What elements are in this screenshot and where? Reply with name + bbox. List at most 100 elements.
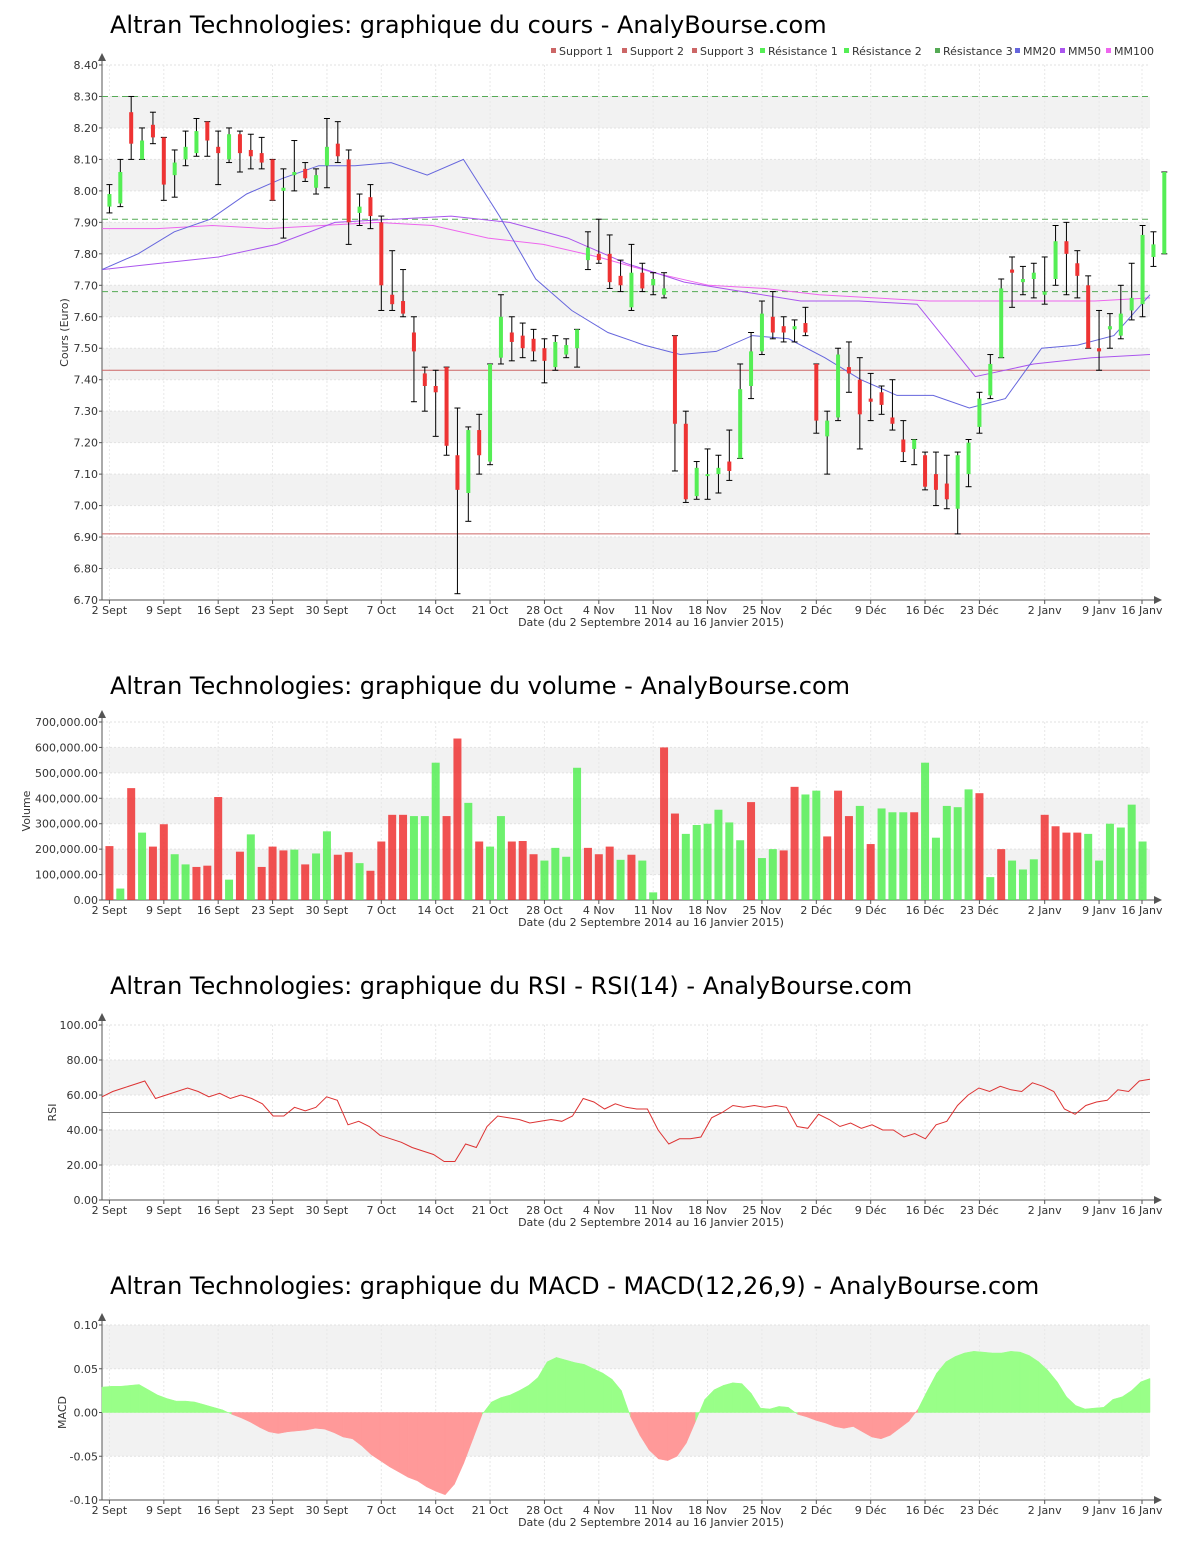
volume-bar	[627, 854, 636, 900]
macd-area	[185, 1400, 195, 1413]
candle	[867, 372, 874, 422]
legend-swatch	[692, 48, 697, 53]
legend-item: Support 3	[700, 45, 754, 58]
x-tick-label: 11 Nov	[634, 604, 673, 617]
candle	[563, 338, 570, 359]
candle-body	[216, 146, 221, 154]
candle	[421, 366, 428, 412]
macd-area	[1131, 1381, 1141, 1413]
x-tick-label: 16 Sept	[197, 1504, 240, 1517]
candle-body	[944, 483, 949, 500]
volume-bar	[377, 841, 386, 900]
candle	[508, 316, 515, 362]
macd-area	[1010, 1351, 1021, 1413]
candle	[389, 250, 396, 311]
candle-body	[716, 467, 721, 475]
candle-body	[977, 398, 982, 427]
candle-body	[335, 143, 340, 157]
y-tick-label: 400,000.00	[35, 792, 98, 805]
macd-area	[426, 1412, 437, 1492]
candle-body	[1097, 348, 1102, 352]
candle-body	[455, 455, 460, 490]
candle-body	[303, 168, 308, 179]
candle	[878, 385, 885, 415]
x-tick-label: 2 Sept	[92, 1204, 128, 1217]
x-tick-label: 25 Nov	[742, 1204, 781, 1217]
macd-area	[444, 1412, 455, 1496]
macd-area	[287, 1412, 298, 1433]
candle-body	[1151, 244, 1156, 257]
candle-body	[585, 247, 590, 261]
macd-area	[1112, 1396, 1123, 1413]
candle-body	[901, 439, 906, 453]
y-tick-label: 6.80	[74, 563, 99, 576]
y-axis-arrow	[98, 1013, 106, 1021]
candle-body	[227, 134, 232, 160]
y-tick-label: 0.00	[74, 1194, 99, 1207]
volume-bar	[105, 846, 114, 900]
grid-band	[102, 537, 1150, 569]
x-tick-label: 9 Janv	[1082, 1204, 1116, 1217]
candle-body	[803, 323, 808, 333]
legend-swatch	[844, 48, 849, 53]
y-tick-label: 200,000.00	[35, 843, 98, 856]
candle	[541, 338, 548, 384]
macd-area	[1103, 1398, 1114, 1413]
macd-area	[101, 1386, 112, 1413]
x-tick-label: 28 Oct	[526, 604, 563, 617]
legend-item: Support 1	[559, 45, 613, 58]
candle	[726, 429, 733, 481]
x-tick-label: 23 Sept	[251, 1504, 294, 1517]
volume-bar	[138, 832, 147, 900]
macd-area	[175, 1400, 186, 1413]
volume-bar	[573, 767, 582, 900]
y-tick-label: 7.30	[74, 405, 99, 418]
candle-body	[314, 175, 319, 188]
x-tick-label: 30 Sept	[306, 1504, 349, 1517]
candle-body	[966, 442, 971, 475]
candle	[932, 451, 939, 507]
candle-body	[183, 146, 188, 160]
candle-body	[792, 326, 797, 330]
x-tick-label: 18 Nov	[688, 1204, 727, 1217]
volume-bar	[496, 816, 505, 900]
grid-band	[102, 348, 1150, 380]
candle	[1106, 313, 1113, 349]
candle-body	[324, 146, 329, 166]
y-tick-label: 20.00	[67, 1159, 99, 1172]
volume-bar	[801, 794, 810, 900]
candle-body	[390, 294, 395, 305]
candle-body	[1042, 291, 1047, 295]
candle-body	[357, 206, 362, 213]
volume-bar	[409, 816, 418, 900]
candle	[552, 335, 559, 371]
volume-bar	[681, 833, 690, 900]
candle	[258, 136, 265, 170]
macd-area	[1084, 1407, 1095, 1413]
x-tick-label: 2 Janv	[1028, 904, 1062, 917]
candle	[835, 347, 842, 422]
volume-bar	[246, 834, 255, 900]
x-tick-label: 25 Nov	[742, 1504, 781, 1517]
candle	[160, 136, 167, 201]
macd-area	[417, 1412, 427, 1488]
volume-bar	[1062, 832, 1071, 900]
volume-bar	[757, 858, 766, 900]
y-tick-label: 500,000.00	[35, 767, 98, 780]
macd-area	[491, 1397, 502, 1413]
x-tick-label: 16 Janv	[1122, 604, 1163, 617]
volume-bar	[1084, 833, 1093, 900]
volume-bar	[355, 863, 364, 900]
x-tick-label: 9 Sept	[146, 1504, 182, 1517]
volume-bar	[834, 790, 843, 900]
legend-item: Résistance 3	[943, 45, 1013, 58]
macd-area	[1019, 1351, 1030, 1413]
candle	[313, 168, 320, 195]
x-tick-label: 30 Sept	[306, 904, 349, 917]
x-tick-label: 28 Oct	[526, 904, 563, 917]
volume-bar	[638, 860, 647, 900]
y-tick-label: 7.00	[74, 500, 99, 513]
candle-body	[509, 332, 514, 342]
mm50-line	[101, 215, 1151, 378]
candle	[432, 369, 439, 437]
